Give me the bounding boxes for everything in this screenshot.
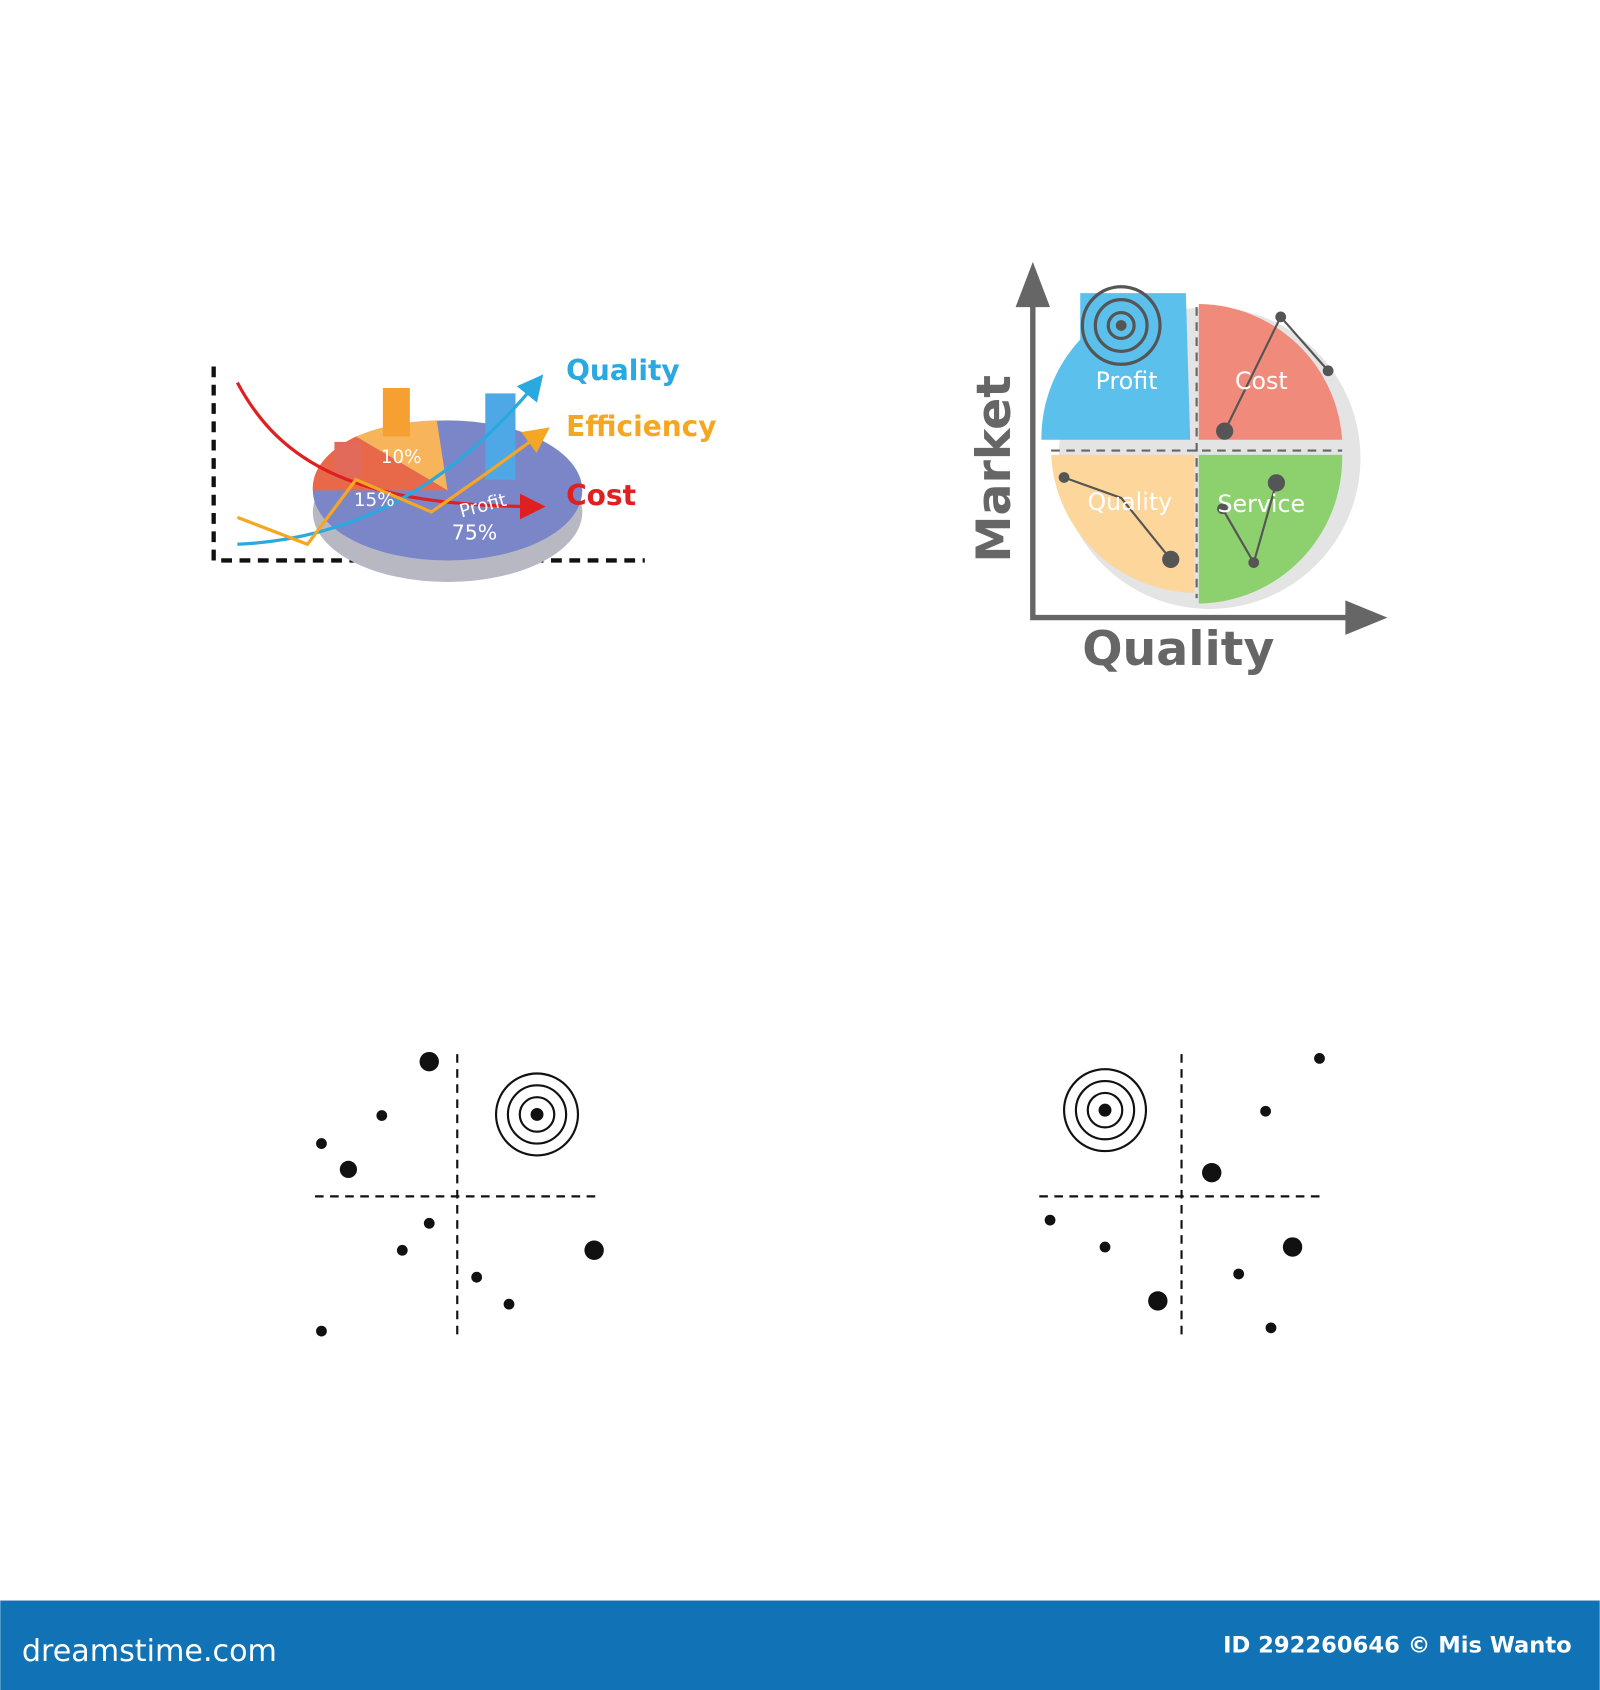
slice-label: 75% [452, 521, 498, 545]
legend-label: Quality [566, 354, 680, 387]
quadrant-icon: Profit Cost Quality Service Market Quali… [967, 261, 1388, 677]
slice-label: 15% [354, 490, 395, 511]
pie-icon: Quality Efficiency Cost 10% 15% Profit 7… [211, 354, 717, 583]
axis-label: Market [967, 375, 1022, 563]
footer-bar [0, 1600, 1600, 1690]
quadrant-label: Cost [1235, 367, 1288, 395]
brand: dreamstime.com [22, 1634, 277, 1669]
legend-label: Cost [566, 479, 636, 512]
slice-label: 10% [381, 447, 422, 468]
axis-label: Quality [1082, 622, 1274, 677]
credit: ID 292260646 © Mis Wanto [1223, 1632, 1572, 1658]
quadrant-label: Service [1217, 490, 1305, 518]
quadrant-label: Profit [1096, 367, 1158, 395]
legend-label: Efficiency [566, 410, 716, 443]
scatter-icon [314, 1051, 604, 1339]
quadrant-label: Quality [1087, 488, 1172, 516]
scatter-icon [1039, 1053, 1325, 1339]
